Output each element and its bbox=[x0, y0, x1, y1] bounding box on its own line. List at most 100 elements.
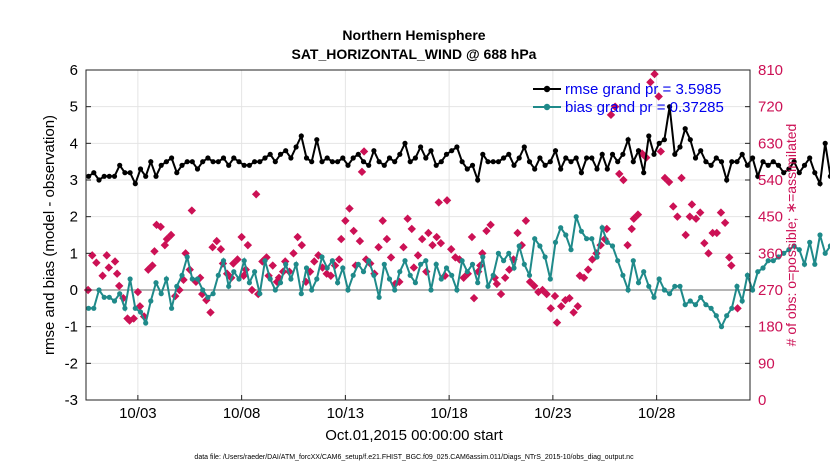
series-0-point bbox=[661, 137, 668, 143]
series-1-point bbox=[630, 258, 636, 264]
series-1-point bbox=[137, 309, 144, 315]
y2-axis-label: # of obs: o=possible; ∗=assimilated bbox=[783, 124, 799, 347]
assimilated-marker bbox=[716, 208, 726, 217]
series-0-point bbox=[210, 159, 216, 165]
series-0-point bbox=[381, 162, 387, 168]
assimilated-marker bbox=[378, 216, 387, 225]
series-1-point bbox=[469, 261, 476, 267]
assimilated-marker bbox=[144, 265, 153, 274]
assimilated-marker bbox=[565, 293, 574, 303]
series-0-point bbox=[106, 173, 112, 179]
assimilated-marker bbox=[112, 269, 122, 278]
series-0-point bbox=[698, 148, 704, 154]
y-tick-label: -3 bbox=[65, 392, 78, 409]
series-0-point bbox=[226, 162, 232, 168]
series-0-point bbox=[418, 144, 424, 150]
series-0-point bbox=[428, 148, 434, 154]
chart-subtitle: SAT_HORIZONTAL_WIND @ 688 hPa bbox=[292, 46, 537, 62]
y2-tick-label: 720 bbox=[758, 99, 783, 116]
series-1-point bbox=[786, 247, 792, 253]
series-0-point bbox=[526, 159, 533, 165]
series-1-point bbox=[309, 287, 315, 293]
assimilated-marker bbox=[187, 206, 197, 215]
series-0-point bbox=[241, 162, 247, 168]
series-1-point bbox=[568, 247, 574, 253]
series-1-point bbox=[215, 272, 221, 278]
assimilated-marker bbox=[496, 289, 506, 299]
legend-bias-label: bias grand pr = 0.37285 bbox=[565, 99, 724, 116]
assimilated-marker bbox=[685, 212, 695, 221]
series-0-point bbox=[392, 159, 398, 165]
y-tick-label: 1 bbox=[70, 245, 78, 262]
assimilated-marker bbox=[712, 228, 721, 238]
series-1-point bbox=[402, 258, 408, 264]
assimilated-marker bbox=[447, 245, 456, 254]
series-1-point bbox=[283, 261, 289, 267]
series-1-point bbox=[267, 276, 273, 282]
series-0-point bbox=[625, 137, 631, 143]
series-1-point bbox=[220, 258, 227, 264]
series-1-point bbox=[96, 287, 102, 293]
assimilated-marker bbox=[297, 240, 306, 250]
series-0-point bbox=[272, 159, 278, 165]
series-0-point bbox=[293, 144, 299, 150]
series-1-point bbox=[822, 250, 828, 256]
series-0-point bbox=[516, 155, 522, 161]
series-1-point bbox=[651, 294, 657, 300]
assimilated-marker bbox=[542, 289, 551, 299]
series-0-point bbox=[796, 170, 802, 176]
series-1-point bbox=[153, 280, 159, 286]
y-axis-left: -3 -2 -1 0 1 2 3 4 5 6 bbox=[65, 62, 91, 409]
y-tick-label: 6 bbox=[70, 62, 78, 79]
series-0-point bbox=[355, 151, 361, 157]
assimilated-marker bbox=[310, 257, 319, 266]
assimilated-marker bbox=[588, 255, 597, 264]
assimilated-marker bbox=[521, 216, 531, 225]
series-0-point bbox=[220, 155, 227, 161]
assimilated-marker bbox=[492, 279, 502, 289]
assimilated-marker bbox=[469, 293, 479, 303]
series-1-point bbox=[495, 250, 501, 256]
y2-tick-label: 630 bbox=[758, 135, 783, 152]
series-1-point bbox=[547, 276, 553, 282]
series-0-point bbox=[402, 140, 408, 146]
series-0-point bbox=[651, 151, 657, 157]
series-0-point bbox=[179, 162, 185, 168]
series-1-point bbox=[277, 280, 284, 286]
assimilated-marker bbox=[233, 255, 242, 264]
series-0-point bbox=[469, 162, 476, 168]
series-1-point bbox=[578, 228, 585, 234]
series-0-point bbox=[298, 133, 304, 139]
assimilated-marker bbox=[237, 232, 246, 242]
assimilated-marker bbox=[150, 247, 159, 256]
series-1-point bbox=[480, 254, 486, 260]
series-1-point bbox=[355, 261, 361, 267]
series-0-point bbox=[807, 155, 813, 161]
x-tick-label: 10/23 bbox=[534, 405, 572, 422]
y-tick-label: 5 bbox=[70, 99, 78, 116]
assimilated-marker bbox=[556, 302, 566, 311]
y2-tick-label: 810 bbox=[758, 62, 783, 79]
series-0-point bbox=[174, 170, 180, 176]
assimilated-marker bbox=[115, 281, 124, 291]
series-0-point bbox=[765, 162, 771, 168]
series-0-point bbox=[288, 155, 294, 161]
series-1-point bbox=[371, 272, 377, 278]
y-axis-label: rmse and bias (model - observation) bbox=[41, 115, 58, 355]
assimilated-marker bbox=[629, 214, 638, 223]
assimilated-marker bbox=[289, 249, 298, 258]
series-0-point bbox=[303, 155, 310, 161]
legend-rmse-marker bbox=[543, 85, 551, 93]
assimilated-marker bbox=[104, 263, 114, 272]
assimilated-marker bbox=[293, 232, 302, 242]
series-0-point bbox=[454, 144, 460, 150]
series-0-point bbox=[646, 133, 652, 139]
series-0-point bbox=[117, 162, 123, 168]
assimilated-marker bbox=[424, 228, 433, 238]
assimilated-marker bbox=[357, 167, 367, 177]
y2-tick-label: 180 bbox=[758, 319, 783, 336]
series-0-point bbox=[340, 155, 346, 161]
assimilated-marker bbox=[569, 308, 578, 317]
series-0-point bbox=[641, 170, 647, 176]
series-1-point bbox=[433, 261, 439, 267]
